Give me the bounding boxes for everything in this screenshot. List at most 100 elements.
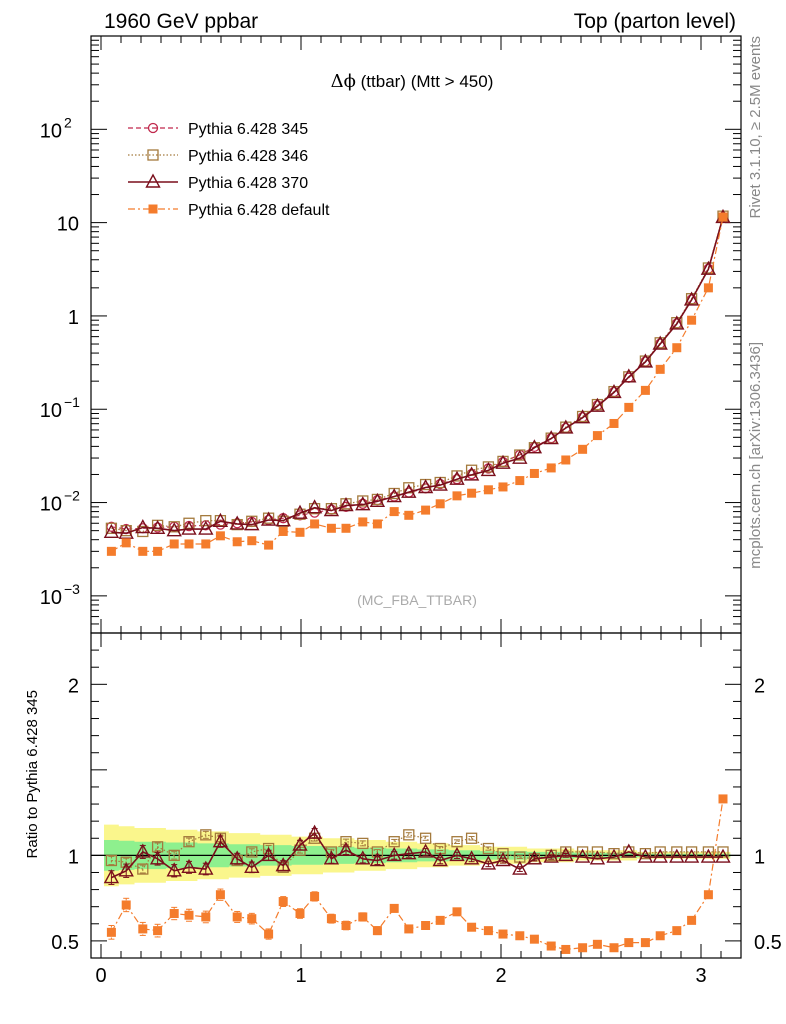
point-sdefault	[452, 907, 462, 917]
point-s370	[526, 439, 543, 454]
legend: Pythia 6.428 345 Pythia 6.428 346 Pythia 6…	[128, 121, 330, 219]
point-sdefault	[718, 212, 728, 222]
point-sdefault	[404, 924, 414, 934]
y-tick-label: 10	[57, 214, 79, 236]
point-sdefault	[561, 944, 571, 954]
point-s370	[166, 522, 182, 537]
point-sdefault	[138, 924, 148, 934]
y-tick-label-right: 2	[754, 675, 765, 697]
legend-marker-s346	[147, 149, 159, 161]
point-sdefault	[640, 385, 650, 395]
point-s370	[669, 315, 685, 330]
point-sdefault	[515, 476, 525, 486]
point-s370	[526, 850, 543, 865]
series-line-sdefault	[110, 798, 724, 951]
point-sdefault	[529, 468, 539, 478]
point-sdefault	[452, 491, 462, 501]
point-sdefault	[435, 499, 445, 509]
point-s370	[700, 848, 717, 863]
point-sdefault	[578, 943, 588, 953]
point-s370	[652, 848, 668, 863]
point-sdefault	[138, 546, 148, 556]
y-tick-label: 10	[40, 120, 62, 142]
legend-label-s370: Pythia 6.428 370	[188, 175, 308, 192]
series-line-s346	[111, 834, 723, 870]
point-s370	[355, 850, 371, 865]
point-s370	[589, 397, 606, 412]
point-sdefault	[609, 418, 619, 428]
point-sdefault	[295, 527, 305, 537]
point-sdefault	[372, 519, 382, 529]
point-s346	[419, 832, 432, 844]
point-sdefault	[404, 510, 414, 520]
point-s370	[306, 499, 323, 514]
point-sdefault	[546, 941, 556, 951]
point-s370	[637, 353, 654, 368]
point-s370	[149, 850, 166, 865]
point-sdefault	[106, 927, 116, 937]
point-s370	[432, 476, 448, 491]
point-sdefault	[640, 938, 650, 948]
point-sdefault	[232, 912, 242, 922]
plot-title: Δϕ (ttbar) (Mtt > 450)	[331, 71, 494, 92]
y-tick-label: 1	[68, 307, 79, 329]
point-sdefault	[687, 915, 697, 925]
point-s370	[543, 430, 559, 445]
observable-group-label: Top (parton level)	[574, 10, 736, 33]
point-sdefault	[310, 519, 320, 529]
point-s370	[166, 862, 182, 877]
point-s370	[275, 857, 291, 872]
point-sdefault	[609, 943, 619, 953]
point-s370	[512, 449, 528, 464]
point-s370	[683, 291, 700, 306]
point-s346	[105, 854, 118, 867]
point-s346	[168, 521, 180, 533]
point-s370	[574, 409, 591, 424]
point-sdefault	[421, 921, 431, 930]
point-s346	[105, 522, 118, 534]
mcplots-label: mcplots.cern.ch [arXiv:1306.3436]	[747, 342, 764, 569]
point-sdefault	[561, 455, 571, 465]
point-s370	[606, 848, 622, 863]
legend-label-s346: Pythia 6.428 346	[188, 148, 308, 165]
point-s370	[323, 502, 340, 517]
ratio-y-axis-label: Ratio to Pythia 6.428 345	[24, 690, 41, 858]
point-s370	[432, 852, 448, 867]
ratio-frame	[90, 632, 742, 959]
point-s370	[512, 860, 528, 875]
legend-marker-s345	[147, 122, 159, 134]
point-sdefault	[153, 926, 163, 936]
point-sdefault	[201, 539, 211, 549]
y-tick-label-right: 1	[754, 846, 765, 868]
point-sdefault	[169, 539, 179, 549]
point-sdefault	[247, 536, 257, 546]
point-s346	[168, 849, 180, 862]
point-sdefault	[655, 364, 665, 374]
point-s370	[244, 858, 260, 874]
y-tick-label: 1	[68, 846, 79, 868]
y-tick-exponent: −1	[64, 394, 80, 410]
point-s370	[103, 523, 120, 539]
point-sdefault	[389, 903, 399, 913]
series-line-s370	[111, 217, 724, 535]
ratio-panel: 0 1 2 3 0.5 0.5 1 1 2 2	[51, 632, 782, 987]
point-s346	[200, 514, 212, 527]
point-sdefault	[592, 431, 602, 441]
legend-marker-sdefault	[148, 204, 158, 214]
point-sdefault	[341, 921, 351, 930]
y-tick-label-right: 0.5	[754, 932, 782, 954]
point-sdefault	[310, 891, 320, 901]
point-s370	[621, 368, 637, 383]
point-s346	[591, 846, 604, 858]
point-sdefault	[672, 343, 682, 353]
point-sdefault	[529, 934, 539, 944]
point-s370	[338, 841, 354, 856]
legend-marker-s370	[145, 173, 161, 188]
point-s370	[212, 512, 229, 527]
point-s370	[480, 461, 497, 477]
point-sdefault	[672, 926, 682, 936]
point-s370	[212, 833, 229, 848]
point-sdefault	[421, 505, 431, 515]
point-s370	[589, 850, 606, 865]
point-sdefault	[592, 939, 602, 949]
